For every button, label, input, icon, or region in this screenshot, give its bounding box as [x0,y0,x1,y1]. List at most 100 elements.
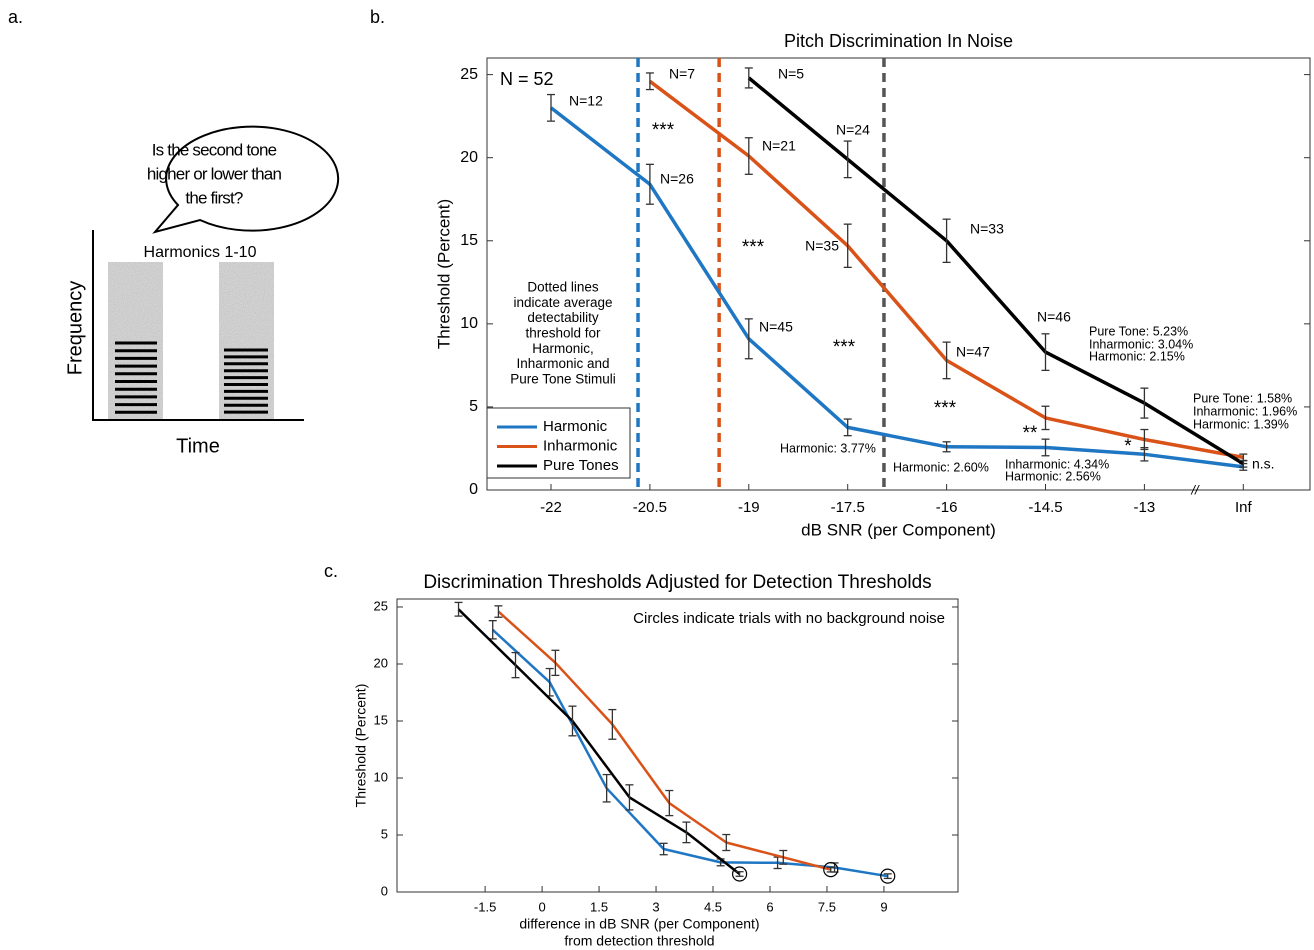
panel-label: c. [324,561,338,581]
n-label: N=24 [836,122,870,138]
x-axis-label: difference in dB SNR (per Component) [519,916,759,932]
y-tick-label: 25 [374,598,388,613]
x-tick-label: -22 [540,499,562,516]
plot-frame [486,57,1311,491]
significance: *** [934,398,957,419]
legend-label: Inharmonic [543,437,618,454]
note: Pure Tone Stimuli [510,371,616,386]
x-tick-label: -13 [1134,499,1156,516]
n-label: N=7 [669,66,695,82]
value-annotation: Harmonic: 3.77% [780,441,876,455]
axis-break: // [1190,482,1200,497]
value-annotation: Harmonic: 2.56% [1005,469,1101,483]
note: detectability [527,310,599,325]
x-tick-label: 9 [880,899,887,914]
n-label: N=12 [569,93,603,109]
bubble-text: the first? [185,188,243,207]
panel-label: a. [8,7,23,27]
bubble-text: higher or lower than [147,164,282,183]
significance: *** [742,237,765,258]
axis-label: Frequency [64,281,86,376]
n-label: N=46 [1037,309,1071,325]
value-annotation: Pure Tone: 5.23% [1089,324,1188,338]
value-annotation: Harmonic: 2.60% [893,460,989,474]
x-tick-label: 1.5 [590,899,608,914]
stimulus-diagram: Is the second tone higher or lower than … [64,125,340,457]
x-tick-label: -20.5 [633,499,667,516]
series-line [497,610,832,871]
value-annotation: Harmonic: 2.15% [1089,349,1185,363]
x-tick-label: -14.5 [1028,499,1062,516]
y-tick-label: 20 [460,149,478,166]
y-tick-label: 5 [469,398,478,415]
chart: 0 5 10 15 20 25 -22 -20.5 -19 -17.5 -16 -14.5 -13 Inf… [434,31,1311,539]
chart-title: Discrimination Thresholds Adjusted for D… [423,572,931,593]
series-line [491,628,888,878]
speech-bubble [152,125,340,234]
series-line [747,76,1245,466]
y-tick-label: 15 [374,712,388,727]
y-tick-label: 5 [381,826,388,841]
significance: n.s. [1252,456,1275,472]
n-label: N=33 [970,221,1004,237]
x-tick-label: -1.5 [474,899,496,914]
significance: * [1124,436,1132,457]
y-tick-label: 25 [460,66,478,83]
x-tick-label: 4.5 [704,899,722,914]
value-annotation: Pure Tone: 1.58% [1193,391,1292,405]
significance: ** [1023,423,1038,444]
series-line [457,608,741,875]
x-tick-label: 6 [766,899,773,914]
x-tick-label: -17.5 [831,499,865,516]
significance: *** [833,337,856,358]
bubble-text: Is the second tone [152,140,277,159]
value-annotation: Harmonic: 1.39% [1193,417,1289,431]
significance: *** [652,120,675,141]
chart: 0 5 10 15 20 25 -1.5 0 1.5 3 4.5 6 7.5 9 Discriminatio… [353,572,959,949]
value-annotation: Inharmonic: 4.34% [1005,457,1109,471]
no-noise-marker [823,862,839,878]
legend-label: Harmonic [543,418,608,435]
x-tick-label: -19 [738,499,760,516]
y-tick-label: 10 [374,769,388,784]
n-label: N=5 [778,66,804,82]
x-tick-label: Inf [1235,499,1253,516]
sample-size: N = 52 [500,69,554,89]
x-tick-label: 3 [652,899,659,914]
note: Harmonic, [532,341,594,356]
value-annotation: Inharmonic: 1.96% [1193,404,1297,418]
y-axis-label: Threshold (Percent) [353,684,369,808]
x-tick-label: 0 [538,899,545,914]
axis-label: Time [176,435,220,457]
y-tick-label: 10 [460,315,478,332]
x-tick-label: 7.5 [818,899,836,914]
stimulus-label: Harmonics 1-10 [144,244,257,261]
y-tick-label: 20 [374,655,388,670]
n-label: N=35 [805,238,839,254]
chart-title: Pitch Discrimination In Noise [784,31,1013,51]
note: Circles indicate trials with no backgrou… [633,610,945,627]
y-axis-label: Threshold (Percent) [434,199,453,349]
n-label: N=26 [660,171,694,187]
panel-label: b. [370,7,385,27]
n-label: N=47 [956,344,990,360]
harmonic-lines [115,341,268,414]
note: indicate average [513,295,612,310]
series-line [549,106,1244,469]
x-axis-label: dB SNR (per Component) [801,520,996,539]
y-tick-label: 0 [469,481,478,498]
legend-label: Pure Tones [543,457,619,474]
note: Dotted lines [527,280,599,295]
value-annotation: Inharmonic: 3.04% [1089,337,1193,351]
no-noise-marker [880,868,896,884]
note: threshold for [525,325,601,340]
plot-frame [396,598,959,893]
y-tick-label: 15 [460,232,478,249]
no-noise-marker [732,866,748,882]
y-tick-label: 0 [381,883,388,898]
n-label: N=45 [759,319,793,335]
note: Inharmonic and [516,356,609,371]
x-axis-label: from detection threshold [564,933,714,949]
noise-texture [219,262,274,420]
